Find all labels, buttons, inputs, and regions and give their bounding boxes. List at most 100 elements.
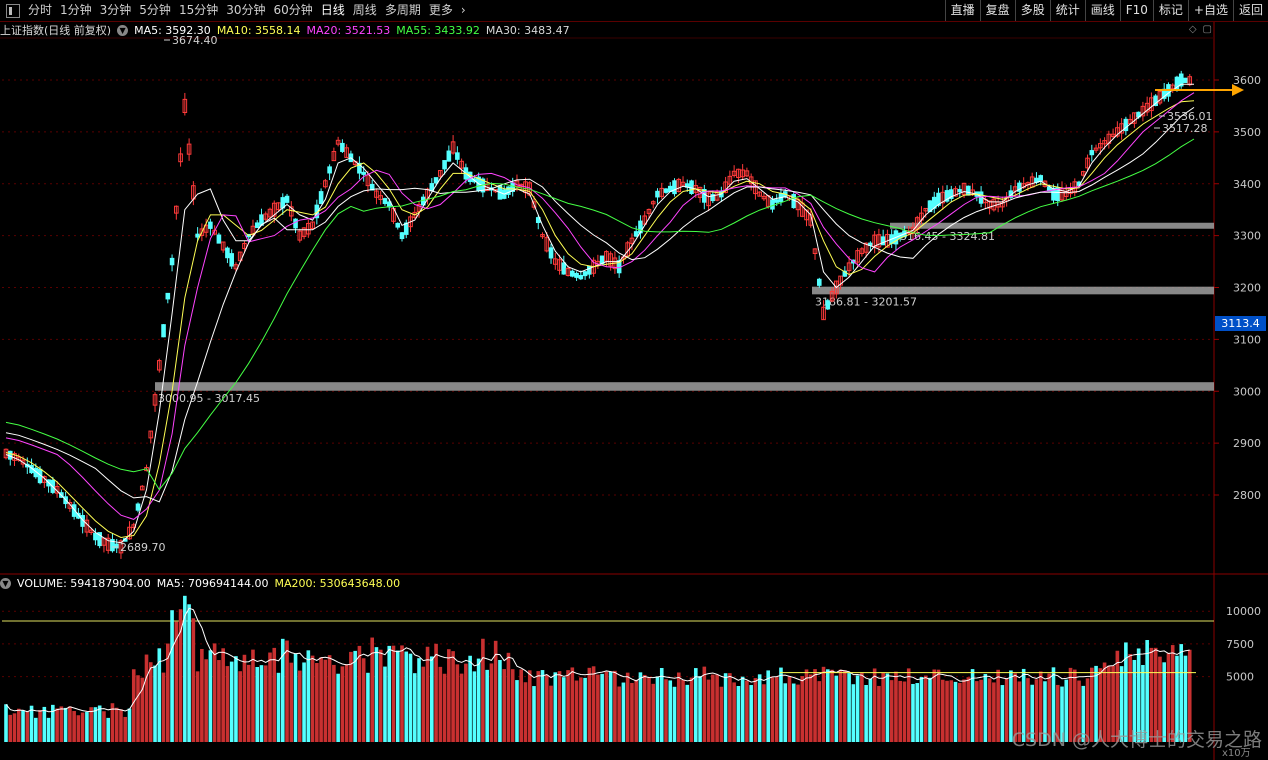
volume-bar	[536, 671, 541, 742]
period-tab[interactable]: 30分钟	[226, 3, 266, 17]
volume-bar	[315, 663, 319, 742]
statistics-button[interactable]: 统计	[1049, 0, 1085, 21]
candle-body	[829, 290, 835, 302]
candle-body	[42, 476, 47, 483]
volume-bar	[634, 679, 638, 742]
volume-bar	[430, 656, 434, 742]
volume-bar	[251, 649, 255, 742]
volume-bar	[408, 653, 413, 742]
volume-bar	[1013, 673, 1017, 742]
volume-bar	[204, 659, 208, 742]
candle-body	[744, 170, 750, 177]
candle-body	[335, 139, 341, 145]
candle-body	[1140, 105, 1146, 117]
volume-bar	[1107, 665, 1111, 742]
ma-line-ma10	[5, 100, 1195, 539]
chevron-right-icon[interactable]: ›	[460, 3, 466, 17]
volume-bar	[885, 673, 890, 742]
chevron-down-icon[interactable]: ▼	[0, 577, 11, 589]
volume-bar	[630, 682, 634, 742]
volume-bar	[280, 638, 285, 742]
price-annotation: 3536.01	[1167, 110, 1213, 123]
period-tab[interactable]: 多周期	[384, 3, 421, 17]
volume-bar	[51, 704, 55, 742]
period-tab[interactable]: 1分钟	[60, 3, 92, 17]
volume-bar	[268, 652, 272, 742]
period-bar: 分时 1分钟 3分钟 5分钟 15分钟 30分钟 60分钟 日线 周线 多周期 …	[0, 0, 470, 21]
volume-bar	[506, 652, 511, 742]
volume-bar	[659, 667, 664, 742]
candle-body	[991, 198, 997, 211]
volume-bar	[340, 666, 345, 742]
support-zone-label: 3316.45 - 3324.81	[893, 230, 995, 243]
candle-body	[1123, 118, 1129, 132]
volume-bar	[574, 680, 579, 742]
period-tab[interactable]: 5分钟	[139, 3, 171, 17]
index-title[interactable]: 上证指数(日线 前复权)	[0, 24, 112, 37]
volume-bar	[877, 685, 881, 742]
volume-bar	[770, 677, 775, 742]
legend-ma20: MA20: 3521.53	[306, 23, 391, 37]
live-button[interactable]: 直播	[944, 0, 980, 21]
y-tick-label: 2900	[1233, 437, 1261, 450]
f10-button[interactable]: F10	[1119, 0, 1153, 21]
candle-body	[1183, 77, 1188, 83]
price-annotation: 2689.70	[120, 541, 166, 554]
period-tab[interactable]: 3分钟	[99, 3, 132, 17]
panel-toggle-icon[interactable]	[6, 3, 20, 18]
y-tick-label: 3300	[1233, 230, 1261, 243]
candle-body	[880, 236, 886, 246]
volume-bar	[131, 669, 136, 742]
multi-stock-button[interactable]: 多股	[1014, 0, 1050, 21]
volume-bar	[1124, 642, 1128, 742]
draw-line-button[interactable]: 画线	[1084, 0, 1120, 21]
candle-body	[301, 227, 307, 237]
candle-body	[821, 306, 826, 321]
volume-bar	[361, 658, 366, 742]
volume-bar	[76, 715, 81, 742]
diamond-icon[interactable]: ◇	[1188, 24, 1197, 35]
volume-bar	[1187, 649, 1192, 742]
volume-bar	[949, 680, 954, 742]
mark-button[interactable]: 标记	[1152, 0, 1188, 21]
chevron-down-icon[interactable]: ▼	[117, 24, 129, 36]
candle-body	[676, 178, 682, 193]
volume-bar	[8, 714, 13, 742]
candle-body	[306, 222, 311, 235]
period-tab[interactable]: 60分钟	[273, 3, 313, 17]
volume-bar	[613, 670, 617, 742]
volume-bar	[745, 680, 749, 742]
candle-body	[552, 258, 558, 265]
volume-bar	[638, 672, 643, 742]
legend-ma10: MA10: 3558.14	[216, 23, 301, 37]
volume-bar	[1081, 685, 1086, 742]
candle-body	[1085, 157, 1090, 169]
more-periods-dropdown[interactable]: 更多	[428, 3, 453, 17]
candle-body	[195, 233, 200, 238]
candle-body	[416, 203, 422, 212]
maximize-icon[interactable]: ▢	[1202, 24, 1212, 35]
volume-bar	[464, 663, 468, 742]
candle-body	[114, 543, 120, 549]
volume-bar	[940, 679, 945, 742]
candle-body	[740, 169, 745, 178]
volume-bar	[808, 674, 813, 742]
candle-body	[544, 237, 550, 252]
volume-bar	[38, 709, 42, 742]
period-tab[interactable]: 分时	[28, 3, 53, 17]
panel-controls: ◇ ▢	[1189, 24, 1212, 35]
candle-body	[1144, 102, 1150, 113]
period-tab[interactable]: 15分钟	[178, 3, 219, 17]
candle-body	[220, 241, 226, 251]
period-tab-active[interactable]: 日线	[320, 3, 345, 17]
replay-button[interactable]: 复盘	[979, 0, 1015, 21]
candle-body	[642, 215, 648, 225]
volume-bar	[902, 681, 907, 742]
add-watchlist-button[interactable]: +自选	[1187, 0, 1233, 21]
period-tab[interactable]: 周线	[352, 3, 377, 17]
volume-bar	[455, 664, 460, 742]
volume-bar	[813, 669, 817, 742]
back-button[interactable]: 返回	[1232, 0, 1268, 21]
volume-bar	[200, 648, 204, 742]
